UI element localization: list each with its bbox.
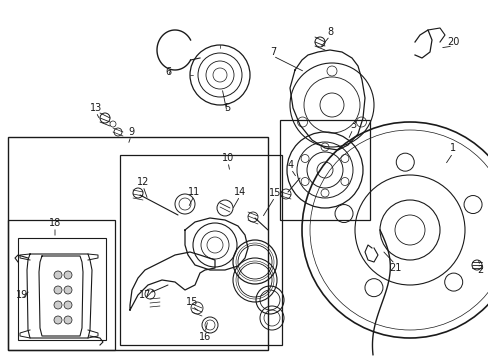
Circle shape <box>54 286 62 294</box>
Circle shape <box>64 271 72 279</box>
Circle shape <box>54 271 62 279</box>
Text: 3: 3 <box>349 120 355 130</box>
Circle shape <box>54 301 62 309</box>
Text: 9: 9 <box>128 127 134 137</box>
Text: 17: 17 <box>139 290 151 300</box>
Text: 18: 18 <box>49 218 61 228</box>
Text: 13: 13 <box>90 103 102 113</box>
Text: 7: 7 <box>269 47 276 57</box>
Bar <box>8 137 267 350</box>
Circle shape <box>64 286 72 294</box>
Text: 19: 19 <box>16 290 28 300</box>
Text: 2: 2 <box>476 265 482 275</box>
Text: 4: 4 <box>287 160 293 170</box>
Bar <box>18 238 106 340</box>
Bar <box>280 120 369 220</box>
Text: 14: 14 <box>233 187 245 197</box>
Bar <box>8 220 115 350</box>
Text: 1: 1 <box>449 143 455 153</box>
Circle shape <box>54 316 62 324</box>
Circle shape <box>64 316 72 324</box>
Text: 8: 8 <box>326 27 332 37</box>
Text: 15: 15 <box>268 188 281 198</box>
Text: 10: 10 <box>222 153 234 163</box>
Text: 5: 5 <box>224 103 230 113</box>
Text: 20: 20 <box>446 37 458 47</box>
Circle shape <box>64 301 72 309</box>
Text: 21: 21 <box>388 263 400 273</box>
Bar <box>120 155 282 345</box>
Text: 6: 6 <box>164 67 171 77</box>
Text: 11: 11 <box>187 187 200 197</box>
Text: 16: 16 <box>199 332 211 342</box>
Text: 15: 15 <box>185 297 198 307</box>
Text: 12: 12 <box>137 177 149 187</box>
